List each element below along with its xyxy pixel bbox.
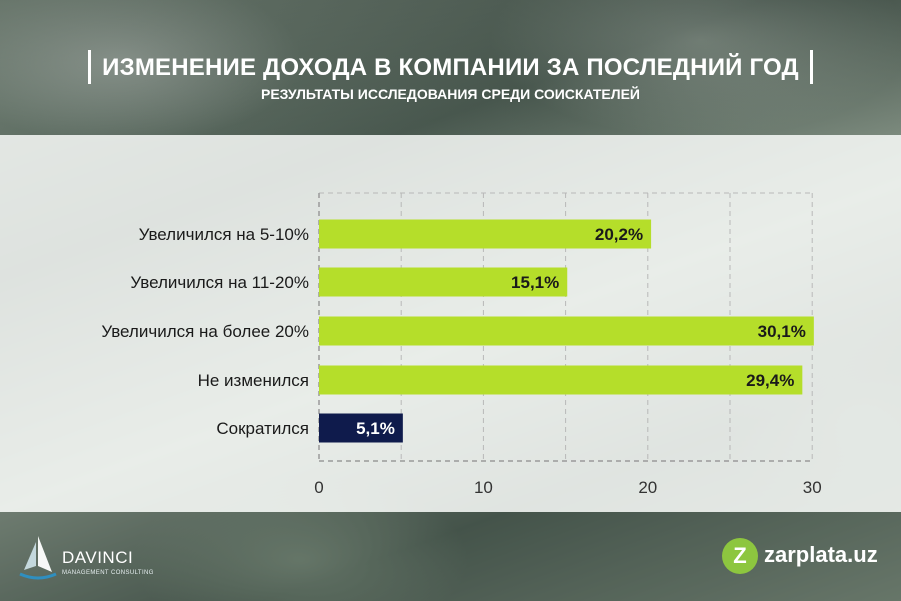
title-bar-left <box>88 50 91 84</box>
page-subtitle: РЕЗУЛЬТАТЫ ИССЛЕДОВАНИЯ СРЕДИ СОИСКАТЕЛЕ… <box>260 86 640 102</box>
davinci-sail-icon <box>19 536 57 580</box>
category-label-3: Не изменился <box>198 371 309 390</box>
header-band <box>0 0 901 135</box>
page-title: ИЗМЕНЕНИЕ ДОХОДА В КОМПАНИИ ЗА ПОСЛЕДНИЙ… <box>102 54 799 81</box>
x-tick-label-20: 20 <box>638 478 657 497</box>
bar-4 <box>319 413 403 443</box>
bar-2 <box>319 316 814 346</box>
bar-3 <box>319 365 803 395</box>
title-bar-right <box>810 50 813 84</box>
x-tick-label-0: 0 <box>314 478 323 497</box>
value-label-4: 5,1% <box>356 419 395 438</box>
zarplata-mark-icon: Z <box>722 538 758 574</box>
value-label-2: 30,1% <box>758 322 806 341</box>
davinci-logo: DAVINCI MANAGEMENT CONSULTING <box>18 532 168 582</box>
zarplata-logo: Z zarplata.uz <box>722 538 887 578</box>
x-tick-label-30: 30 <box>803 478 822 497</box>
davinci-name: DAVINCI <box>62 548 134 567</box>
bar-0 <box>319 219 652 249</box>
category-label-4: Сократился <box>216 419 309 438</box>
value-label-3: 29,4% <box>746 371 794 390</box>
zarplata-name: zarplata.uz <box>764 542 878 567</box>
title-block: ИЗМЕНЕНИЕ ДОХОДА В КОМПАНИИ ЗА ПОСЛЕДНИЙ… <box>88 48 813 88</box>
value-label-1: 15,1% <box>511 273 559 292</box>
category-label-0: Увеличился на 5-10% <box>139 225 309 244</box>
value-label-0: 20,2% <box>595 225 643 244</box>
bar-1 <box>319 267 568 297</box>
x-tick-label-10: 10 <box>474 478 493 497</box>
category-label-1: Увеличился на 11-20% <box>130 273 309 292</box>
davinci-subtitle: MANAGEMENT CONSULTING <box>62 570 154 576</box>
category-label-2: Увеличился на более 20% <box>101 322 309 341</box>
